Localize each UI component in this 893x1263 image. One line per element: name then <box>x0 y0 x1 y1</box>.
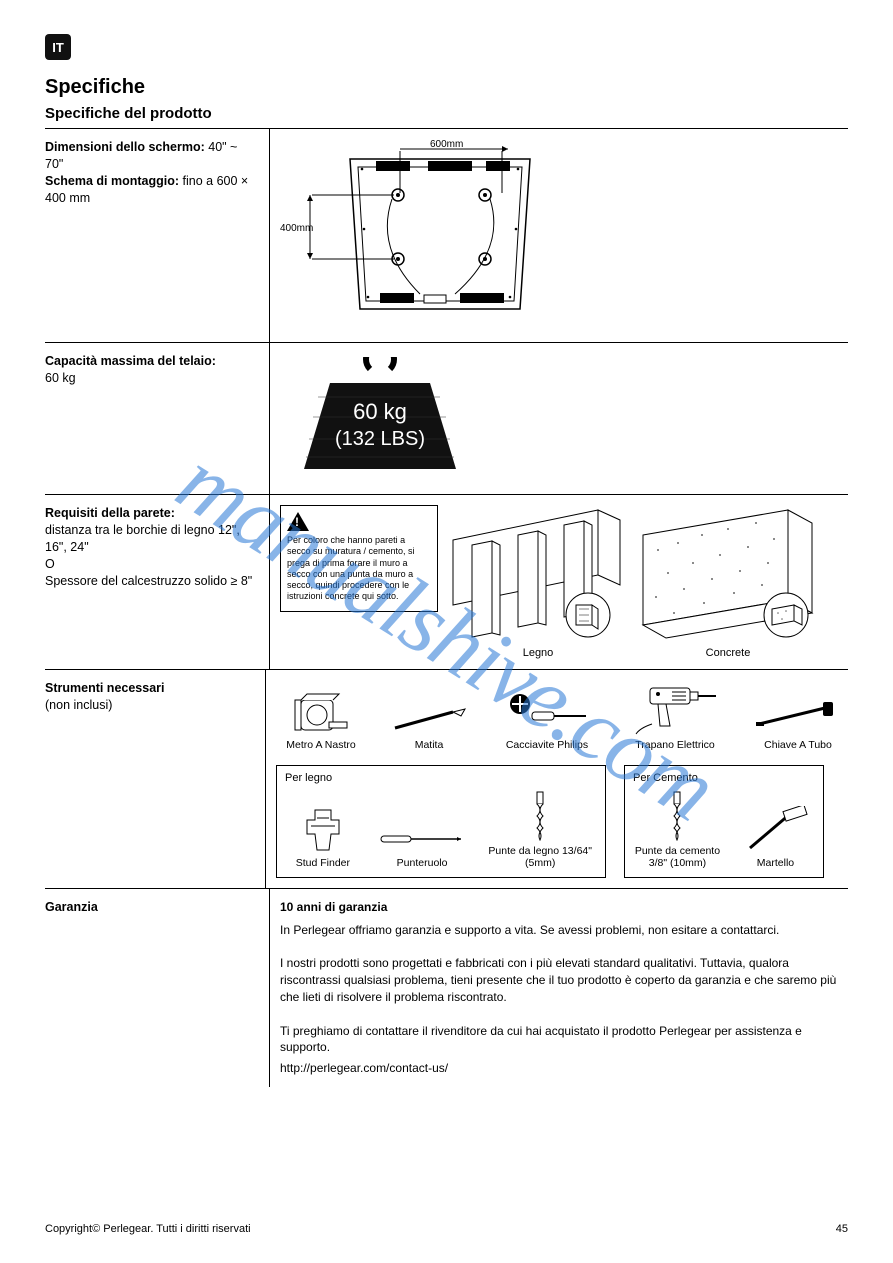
dim-vert: 400mm <box>280 223 313 234</box>
weight-line1: 60 kg <box>353 399 407 424</box>
weight-icon: 60 kg (132 LBS) <box>280 357 480 477</box>
tool-pencil-label: Matita <box>384 739 474 751</box>
label-weight: Capacità massima del telaio:60 kg <box>45 343 270 494</box>
label-tools: Strumenti necessari(non inclusi) <box>45 670 266 888</box>
weight-line2: (132 LBS) <box>335 428 425 450</box>
concrete-bit-icon <box>662 790 692 842</box>
label-warranty: Garanzia <box>45 889 270 1087</box>
wood-box-title: Per legno <box>285 772 597 784</box>
wood-tools-box: Per legno Stud Finder <box>276 765 606 878</box>
stud-finder-label: Stud Finder <box>285 857 361 869</box>
illus-wall: Per coloro che hanno pareti a secco su m… <box>270 495 848 669</box>
illus-weight: 60 kg (132 LBS) <box>270 343 848 494</box>
awl-icon <box>377 824 467 854</box>
wood-bit-icon <box>525 790 555 842</box>
hammer-label: Martello <box>736 857 815 869</box>
label-wall: Requisiti della parete:distanza tra le b… <box>45 495 270 669</box>
tool-drill-label: Trapano Elettrico <box>620 739 730 751</box>
warning-box: Per coloro che hanno pareti a secco su m… <box>280 505 438 612</box>
page-subtitle: Specifiche del prodotto <box>45 105 848 122</box>
warranty-text: In Perlegear offriamo garanzia e support… <box>280 922 848 1056</box>
wood-label: Legno <box>448 647 628 659</box>
drill-icon <box>630 680 720 736</box>
dim-horiz: 600mm <box>430 139 463 150</box>
page-title: Specifiche <box>45 76 848 99</box>
warranty-body: 10 anni di garanzia In Perlegear offriam… <box>270 889 848 1087</box>
illus-screen: 600mm 400mm <box>270 129 848 342</box>
warranty-heading: 10 anni di garanzia <box>280 899 848 916</box>
hammer-icon <box>740 806 810 854</box>
warning-text: Per coloro che hanno pareti a secco su m… <box>287 535 431 603</box>
tv-back-diagram: 600mm 400mm <box>280 139 540 329</box>
warning-icon <box>287 512 309 531</box>
label-screen: Dimensioni dello schermo: 40" ~ 70"Schem… <box>45 129 270 342</box>
pencil-icon <box>389 706 469 736</box>
stud-finder-icon <box>301 806 345 854</box>
row-screen-size: Dimensioni dello schermo: 40" ~ 70"Schem… <box>45 129 848 343</box>
tool-tape-label: Metro A Nastro <box>276 739 366 751</box>
contact-link[interactable]: http://perlegear.com/contact-us/ <box>280 1061 448 1075</box>
concrete-box-title: Per Cemento <box>633 772 815 784</box>
illus-tools: Metro A Nastro Matita Cacciav <box>266 670 848 888</box>
tool-wrench-label: Chiave A Tubo <box>748 739 848 751</box>
socket-wrench-icon <box>753 700 843 736</box>
concrete-bit-label: Punte da cemento 3/8" (10mm) <box>633 845 722 869</box>
tool-screwdriver-label: Cacciavite Philips <box>492 739 602 751</box>
row-weight: Capacità massima del telaio:60 kg 60 kg … <box>45 343 848 495</box>
row-wall: Requisiti della parete:distanza tra le b… <box>45 495 848 670</box>
language-badge: IT <box>45 34 71 60</box>
concrete-label: Concrete <box>638 647 818 659</box>
row-tools: Strumenti necessari(non inclusi) Metro A… <box>45 670 848 889</box>
wood-bit-label: Punte da legno 13/64" (5mm) <box>483 845 597 869</box>
footer-page-number: 45 <box>836 1223 848 1235</box>
tape-measure-icon <box>293 692 349 736</box>
row-warranty: Garanzia 10 anni di garanzia In Perlegea… <box>45 889 848 1087</box>
awl-label: Punteruolo <box>375 857 470 869</box>
wood-illustration <box>448 505 628 645</box>
concrete-tools-box: Per Cemento Punte da cemento 3/8" (10mm) <box>624 765 824 878</box>
footer-copyright: Copyright© Perlegear. Tutti i diritti ri… <box>45 1223 251 1235</box>
concrete-illustration <box>638 505 818 645</box>
screwdriver-icon <box>502 692 592 736</box>
